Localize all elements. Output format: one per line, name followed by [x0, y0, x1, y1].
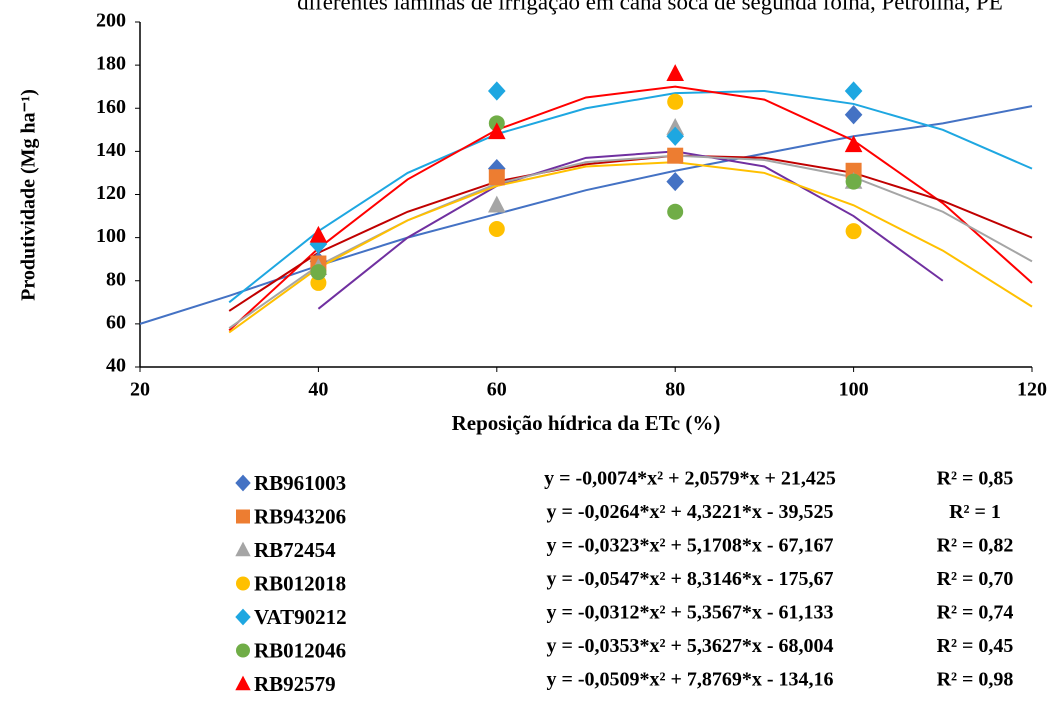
- y-tick-label: 140: [96, 139, 126, 161]
- x-tick-label: 120: [1017, 379, 1047, 401]
- legend-r2: R² = 0,82: [937, 535, 1014, 557]
- y-tick-label: 180: [96, 53, 126, 75]
- y-tick-label: 80: [106, 268, 126, 290]
- legend-r2: R² = 0,70: [937, 568, 1014, 590]
- legend-r2: R² = 0,45: [937, 635, 1014, 657]
- marker: [488, 169, 505, 186]
- chart-title: diferentes laminas de irrigação em cana …: [297, 0, 1003, 14]
- marker: [844, 105, 863, 125]
- marker: [844, 135, 863, 153]
- legend-label: RB012018: [254, 571, 346, 595]
- legend-label: RB72454: [254, 538, 336, 562]
- marker: [488, 221, 505, 237]
- marker: [666, 118, 684, 135]
- legend-r2: R² = 1: [949, 501, 1001, 523]
- trend-line: [139, 105, 1033, 325]
- marker: [488, 195, 506, 213]
- legend-label: RB943206: [254, 504, 346, 528]
- legend-marker: [235, 541, 251, 557]
- marker: [488, 81, 506, 101]
- legend-marker: [235, 474, 251, 492]
- y-tick-label: 60: [106, 311, 126, 333]
- y-tick-label: 200: [96, 10, 126, 32]
- marker: [666, 171, 684, 192]
- marker: [844, 81, 863, 101]
- trend-line: [228, 161, 1033, 334]
- marker: [309, 225, 328, 243]
- trend-line: [228, 154, 1033, 312]
- marker: [667, 93, 684, 110]
- legend-equation: y = -0,0264*x² + 4,3221*x - 39,525: [546, 501, 833, 523]
- trend-line: [228, 85, 1033, 332]
- y-tick-label: 100: [96, 225, 126, 247]
- trend-line: [228, 89, 1033, 304]
- x-tick-label: 100: [839, 379, 869, 401]
- legend-label: RB012046: [254, 638, 346, 662]
- marker: [667, 203, 684, 220]
- x-tick-label: 60: [487, 379, 507, 401]
- legend-r2: R² = 0,85: [937, 468, 1014, 490]
- x-tick-label: 20: [130, 379, 150, 401]
- y-tick-label: 160: [96, 96, 126, 118]
- legend-equation: y = -0,0547*x² + 8,3146*x - 175,67: [546, 568, 833, 590]
- legend-marker: [236, 576, 250, 591]
- legend-label: VAT90212: [254, 605, 347, 629]
- marker: [488, 122, 506, 140]
- legend-equation: y = -0,0312*x² + 5,3567*x - 61,133: [546, 602, 833, 624]
- legend-equation: y = -0,0353*x² + 5,3627*x - 68,004: [546, 635, 833, 657]
- legend-equation: y = -0,0074*x² + 2,0579*x + 21,425: [544, 468, 836, 490]
- legend-marker: [235, 675, 251, 691]
- legend-marker: [236, 643, 250, 658]
- marker: [310, 264, 327, 281]
- trend-line: [317, 150, 944, 310]
- marker: [666, 126, 684, 146]
- marker: [666, 64, 684, 81]
- legend-label: RB961003: [254, 471, 346, 495]
- y-axis-label: Produtividade (Mg ha⁻¹): [18, 89, 40, 301]
- legend-equation: y = -0,0323*x² + 5,1708*x - 67,167: [546, 535, 833, 557]
- marker: [845, 223, 862, 240]
- legend-equation: y = -0,0509*x² + 7,8769*x - 134,16: [546, 669, 833, 691]
- legend-marker: [235, 608, 251, 626]
- legend-label: RB92579: [254, 672, 336, 696]
- y-tick-label: 40: [106, 355, 126, 377]
- legend-r2: R² = 0,98: [937, 669, 1014, 691]
- x-tick-label: 40: [308, 379, 328, 401]
- y-tick-label: 120: [96, 182, 126, 204]
- x-axis-label: Reposição hídrica da ETc (%): [452, 411, 721, 435]
- x-tick-label: 80: [665, 379, 685, 401]
- marker: [845, 173, 862, 190]
- legend-marker: [236, 509, 250, 524]
- marker: [667, 147, 684, 164]
- legend-r2: R² = 0,74: [937, 602, 1014, 624]
